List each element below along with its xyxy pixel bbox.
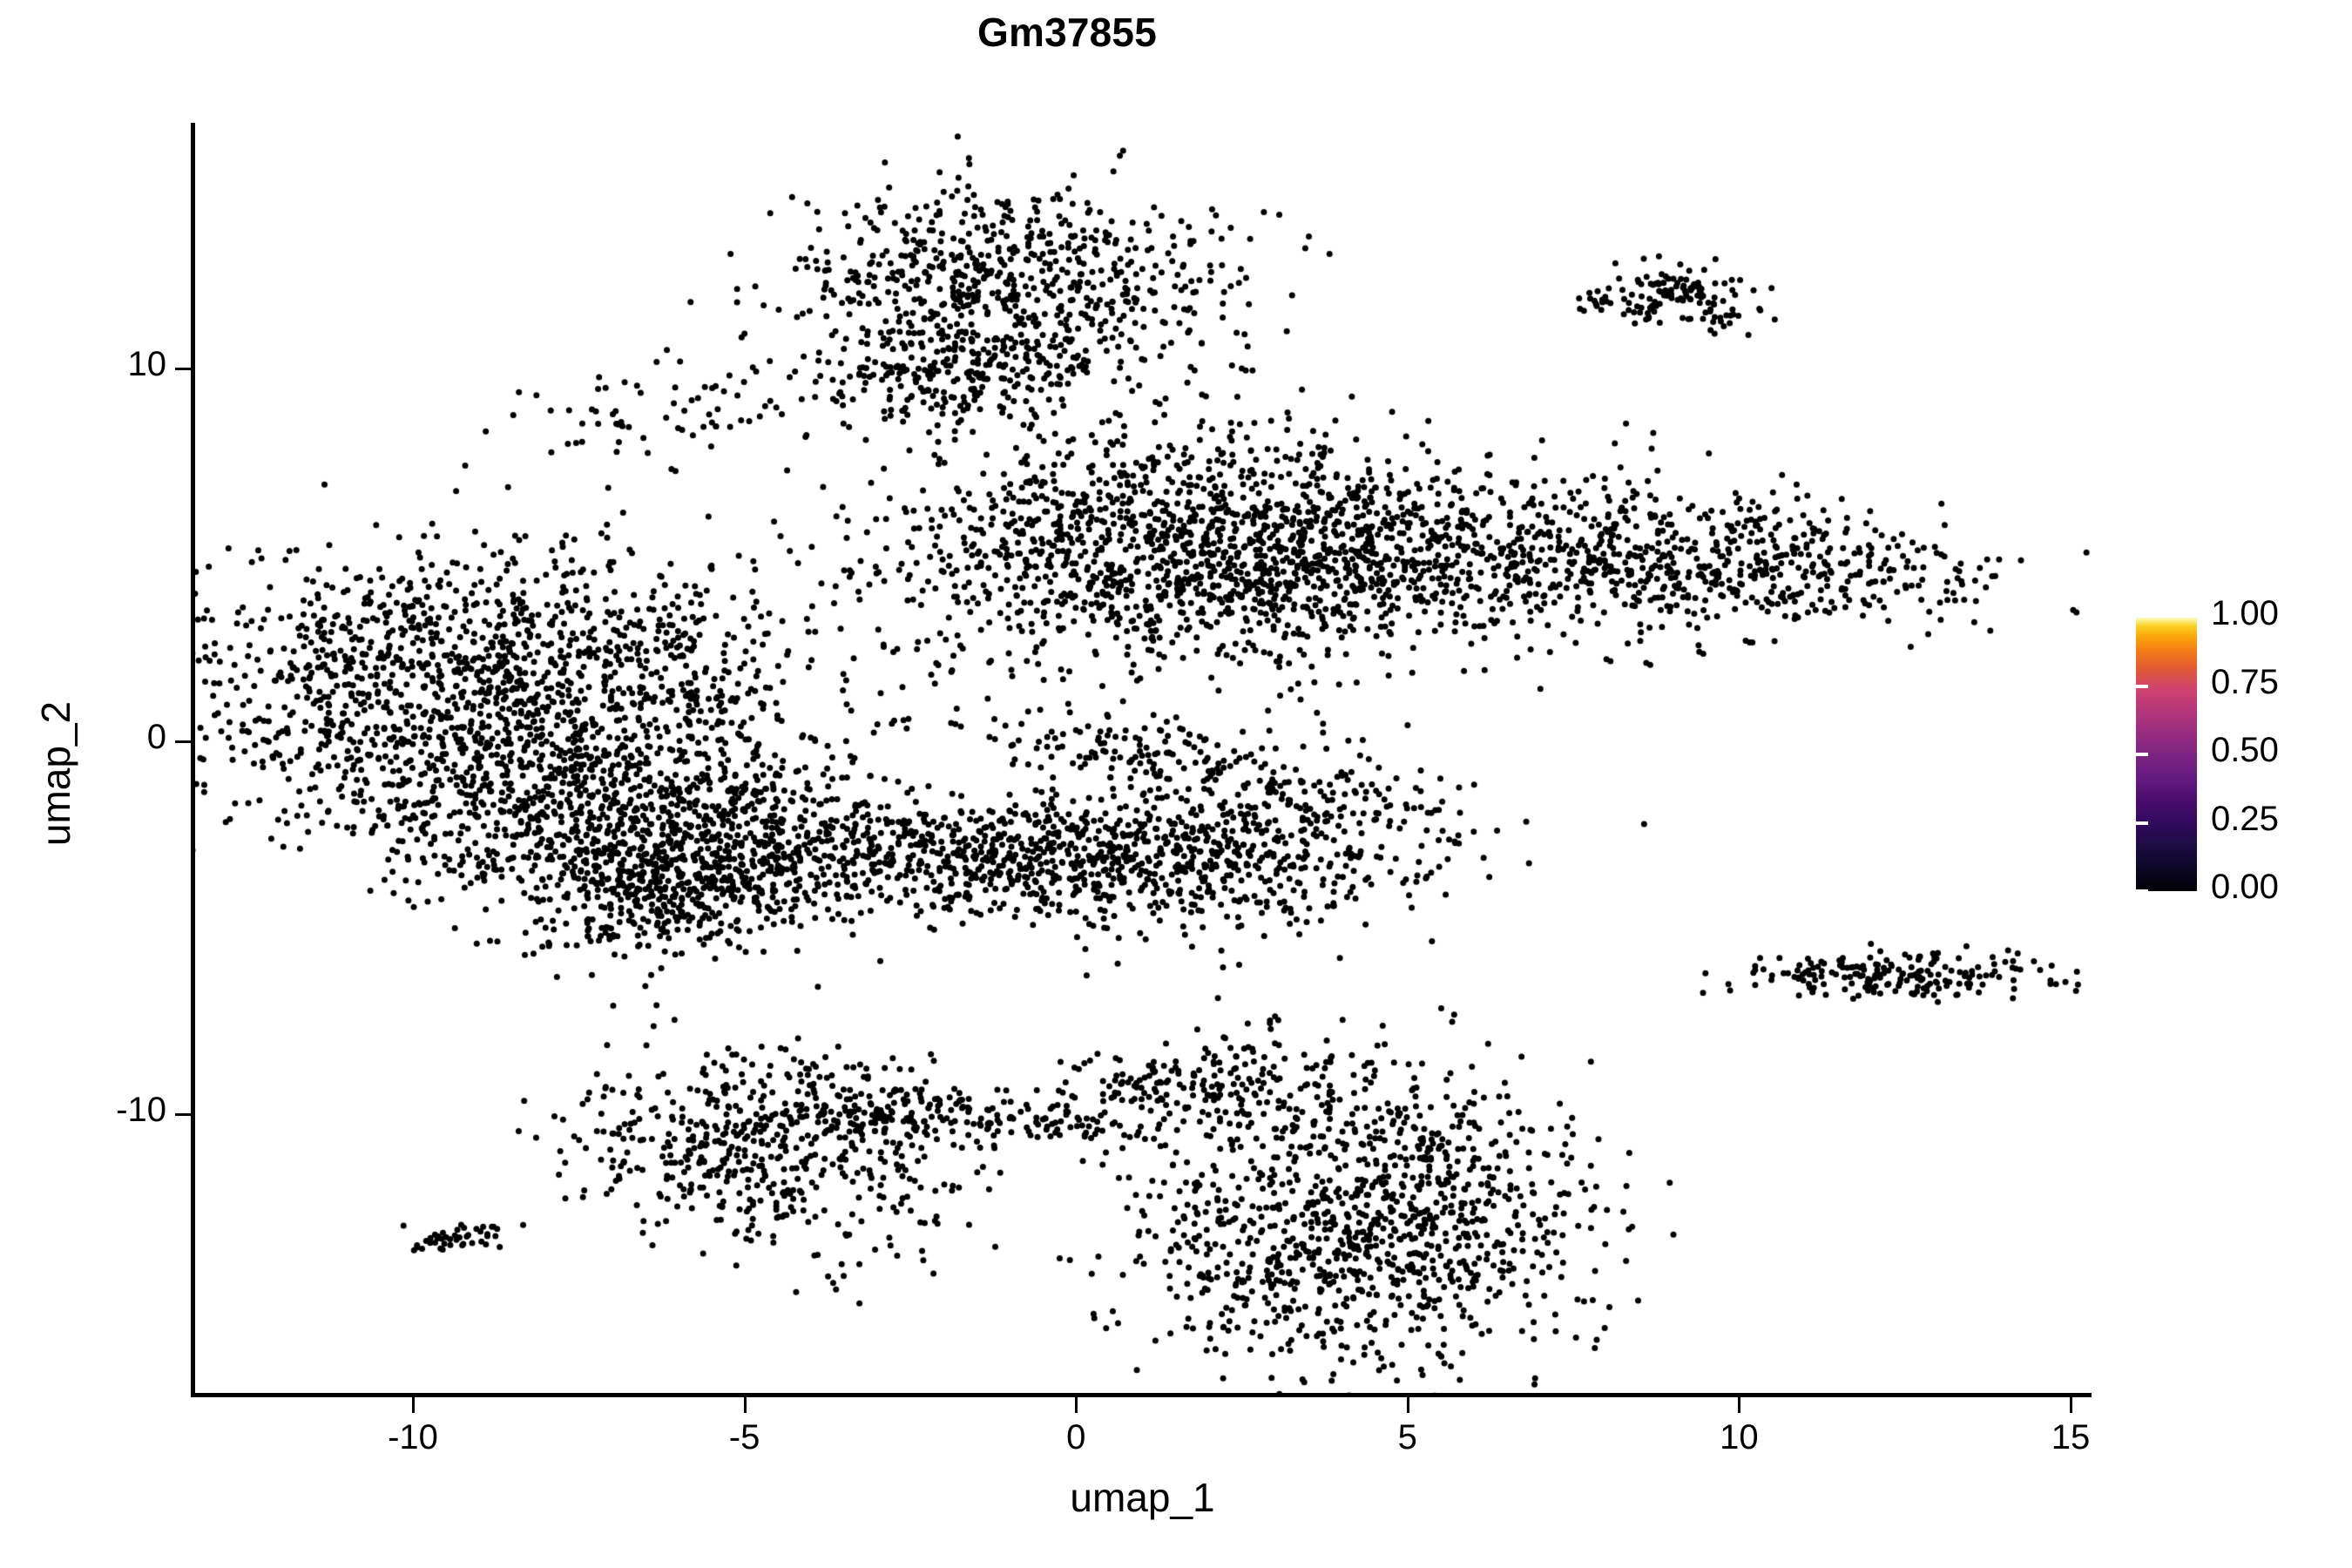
y-tick — [175, 1113, 191, 1116]
colorbar-tick-label: 0.00 — [2211, 868, 2279, 906]
x-tick — [1738, 1397, 1741, 1413]
colorbar-tick — [2124, 684, 2136, 688]
x-tick-label: -5 — [728, 1418, 760, 1456]
colorbar-tick — [2136, 684, 2148, 688]
plot-panel — [194, 123, 2091, 1396]
y-tick — [175, 740, 191, 743]
colorbar-tick-label: 0.75 — [2211, 662, 2279, 701]
x-tick-label: -10 — [388, 1418, 438, 1456]
colorbar-tick — [2136, 821, 2148, 825]
y-tick-label: 10 — [127, 345, 167, 383]
x-axis-label: umap_1 — [1070, 1475, 1215, 1520]
page-title: Gm37855 — [977, 10, 1157, 55]
y-axis-label: umap_2 — [33, 700, 78, 847]
colorbar-tick-label: 0.25 — [2211, 799, 2279, 838]
colorbar-tick — [2136, 753, 2148, 756]
colorbar-tick — [2124, 889, 2136, 893]
y-tick — [175, 368, 191, 370]
scatter-points-layer — [194, 123, 2091, 1396]
x-tick-label: 10 — [1720, 1418, 1759, 1456]
y-tick-label: 0 — [146, 718, 166, 756]
x-tick — [412, 1397, 415, 1413]
colorbar-tick — [2124, 821, 2136, 825]
y-axis-line — [191, 123, 195, 1397]
x-axis-line — [191, 1393, 2092, 1397]
colorbar-tick-label: 0.50 — [2211, 731, 2279, 769]
x-tick — [1406, 1397, 1409, 1413]
x-tick-label: 5 — [1397, 1418, 1417, 1456]
x-tick — [1075, 1397, 1078, 1413]
colorbar-tick — [2136, 889, 2148, 893]
colorbar-tick-label: 1.00 — [2211, 594, 2279, 632]
y-tick-label: -10 — [116, 1091, 166, 1129]
x-tick-label: 0 — [1066, 1418, 1086, 1456]
x-tick-label: 15 — [2051, 1418, 2091, 1456]
x-tick — [743, 1397, 747, 1413]
colorbar-tick — [2124, 753, 2136, 756]
x-tick — [2070, 1397, 2072, 1413]
